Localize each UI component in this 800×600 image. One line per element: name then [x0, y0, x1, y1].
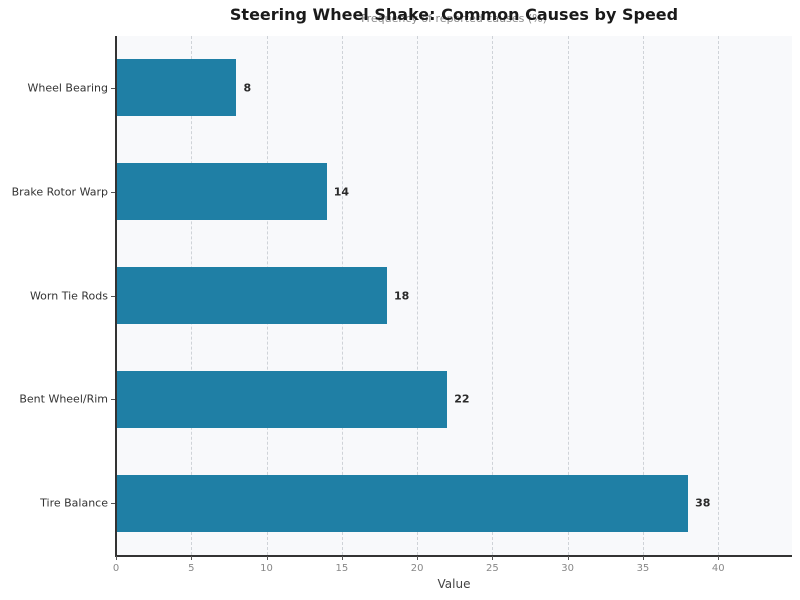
grid-line: [417, 36, 419, 555]
grid-line: [642, 36, 644, 555]
bar: [116, 163, 327, 221]
y-tick-label: Wheel Bearing: [27, 81, 108, 95]
y-tick-mark: [111, 87, 115, 89]
x-tick-label: 25: [486, 563, 499, 574]
x-axis-label: Value: [437, 577, 471, 591]
x-tick-label: 40: [711, 563, 725, 574]
x-tick-mark: [116, 556, 117, 560]
x-tick-label: 35: [636, 563, 650, 574]
x-tick-label: 20: [410, 563, 424, 574]
x-tick-mark: [266, 556, 268, 560]
x-tick-mark: [191, 556, 193, 560]
bar: [116, 474, 689, 532]
bar-value-label: 18: [394, 289, 410, 302]
y-tick-mark: [111, 503, 115, 505]
y-tick-label: Worn Tie Rods: [29, 289, 108, 302]
y-tick-mark: [111, 295, 115, 297]
y-tick-label: Brake Rotor Warp: [11, 185, 108, 199]
x-tick-label: 5: [188, 563, 195, 574]
bar-value-label: 8: [243, 81, 252, 95]
x-tick-mark: [492, 556, 494, 560]
x-tick-mark: [642, 556, 644, 560]
bar-value-label: 14: [333, 185, 350, 199]
plot-area: 8 14 18 22 38: [116, 36, 792, 555]
x-tick-mark: [417, 556, 419, 560]
bar: [116, 59, 237, 117]
x-tick-label: 15: [335, 563, 349, 574]
y-tick-label: Bent Wheel/Rim: [19, 392, 108, 406]
bar-value-label: 22: [454, 392, 470, 406]
y-axis-line: [115, 36, 117, 556]
bar: [116, 370, 448, 428]
x-tick-label: 10: [260, 563, 273, 574]
x-tick-mark: [341, 556, 343, 560]
bar-value-label: 38: [695, 496, 711, 510]
x-tick-mark: [567, 556, 569, 560]
y-tick-mark: [111, 399, 115, 401]
bar: [116, 267, 387, 324]
chart-subtitle: Frequency of reported causes (%): [361, 12, 547, 25]
grid-line: [492, 36, 494, 555]
x-tick-mark: [718, 556, 720, 560]
y-tick-label: Tire Balance: [40, 496, 108, 510]
x-tick-label: 30: [561, 563, 575, 574]
x-axis-line: [115, 555, 792, 557]
x-tick-label: 0: [112, 563, 120, 574]
y-tick-mark: [111, 191, 115, 193]
grid-line: [718, 36, 720, 555]
grid-line: [567, 36, 569, 555]
chart-title: Steering Wheel Shake: Common Causes by S…: [229, 5, 679, 24]
